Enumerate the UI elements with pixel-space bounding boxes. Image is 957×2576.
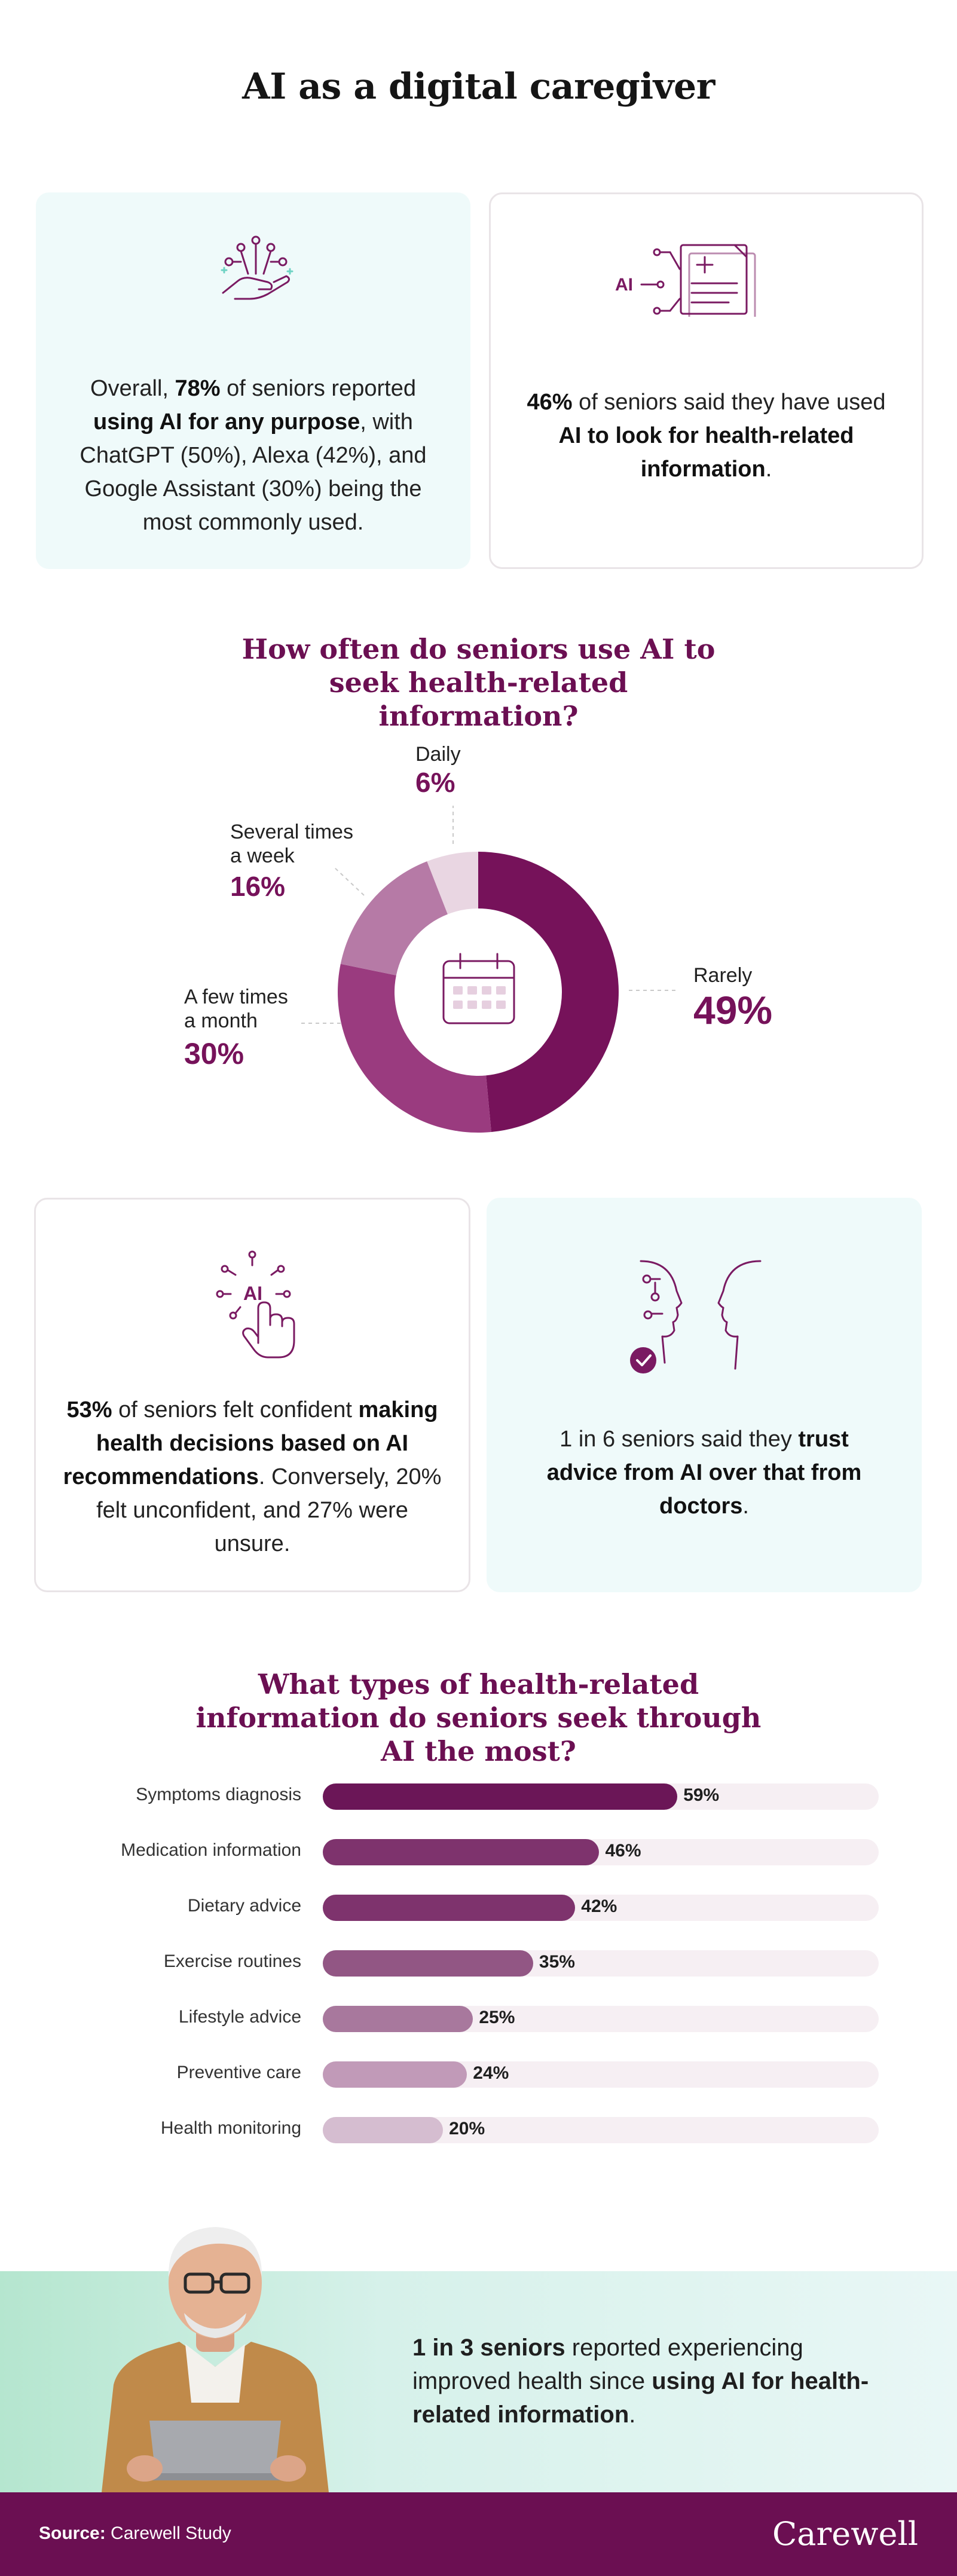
bar-row: Health monitoring 20% bbox=[0, 2115, 957, 2144]
pct-several-week: 16% bbox=[230, 871, 286, 902]
improved-health-text: 1 in 3 seniors reported experiencing imp… bbox=[412, 2335, 869, 2428]
bar-track bbox=[323, 2006, 879, 2032]
bar-value: 25% bbox=[479, 2008, 515, 2027]
card-ai-usage: Overall, 78% of seniors reported using A… bbox=[36, 192, 470, 569]
bar-row: Lifestyle advice 25% bbox=[0, 2003, 957, 2033]
senior-with-laptop-illustration bbox=[102, 2227, 329, 2492]
bar-fill bbox=[323, 2061, 467, 2088]
bar-label: Preventive care bbox=[176, 2063, 301, 2082]
bar-row: Dietary advice 42% bbox=[0, 1892, 957, 1922]
bar-label: Exercise routines bbox=[163, 1951, 301, 1971]
svg-text:AI: AI bbox=[243, 1283, 262, 1304]
bar-fill bbox=[323, 1839, 600, 1865]
label-few-month-2: a month bbox=[184, 1009, 258, 1032]
bar-label: Lifestyle advice bbox=[178, 2007, 301, 2027]
svg-text:AI: AI bbox=[615, 275, 633, 295]
bars-section-title: What types of health-related information… bbox=[195, 1668, 762, 1767]
bar-track bbox=[323, 1950, 879, 1977]
donut-slice-several-week bbox=[340, 861, 448, 975]
pct-few-month: 30% bbox=[184, 1037, 244, 1070]
donut-section-title: How often do seniors use AI to seek heal… bbox=[241, 633, 716, 732]
trust-text: 1 in 6 seniors said they trust advice fr… bbox=[546, 1427, 862, 1519]
bar-value: 42% bbox=[581, 1896, 617, 1916]
bar-row: Medication information 46% bbox=[0, 1837, 957, 1867]
pct-daily: 6% bbox=[415, 767, 455, 798]
label-several-week-1: Several times bbox=[230, 821, 353, 843]
label-daily: Daily bbox=[415, 743, 461, 766]
bar-label: Dietary advice bbox=[187, 1896, 301, 1916]
bar-value: 24% bbox=[473, 2063, 509, 2083]
bar-track bbox=[323, 1895, 879, 1921]
ai-document-icon: AI bbox=[615, 244, 756, 317]
frequency-donut-chart bbox=[298, 806, 675, 1133]
bar-value: 46% bbox=[605, 1841, 641, 1861]
bar-track bbox=[323, 1783, 879, 1810]
bar-row: Preventive care 24% bbox=[0, 2059, 957, 2089]
bar-label: Health monitoring bbox=[160, 2118, 301, 2138]
donut-slice-few-month bbox=[337, 963, 491, 1133]
brand-logo: Carewell bbox=[772, 2515, 918, 2553]
label-rarely: Rarely bbox=[693, 964, 753, 987]
card-confidence: AI 53% of seniors felt confident making … bbox=[34, 1198, 470, 1592]
donut-slice-daily bbox=[427, 852, 478, 914]
bar-fill bbox=[323, 2006, 473, 2032]
donut-slice-rarely bbox=[478, 852, 619, 1132]
health-info-text: 46% of seniors said they have used AI to… bbox=[527, 390, 886, 482]
bar-fill bbox=[323, 1950, 533, 1977]
bar-fill bbox=[323, 1783, 678, 1810]
bar-fill bbox=[323, 1895, 576, 1921]
bar-value: 35% bbox=[539, 1952, 575, 1972]
page-title: AI as a digital caregiver bbox=[242, 66, 715, 108]
pct-rarely: 49% bbox=[693, 988, 773, 1032]
label-several-week-2: a week bbox=[230, 845, 295, 867]
card-health-info: AI 46% of seniors said they have used AI… bbox=[489, 192, 924, 569]
footer: Source: Carewell Study Carewell bbox=[0, 2492, 957, 2576]
ai-hand-tap-icon: AI bbox=[216, 1250, 295, 1359]
hand-network-icon bbox=[221, 235, 293, 300]
label-few-month-1: A few times bbox=[184, 986, 288, 1008]
bar-track bbox=[323, 2061, 879, 2088]
calendar-icon bbox=[442, 953, 515, 1024]
bar-row: Symptoms diagnosis 59% bbox=[0, 1781, 957, 1811]
card-trust: 1 in 6 seniors said they trust advice fr… bbox=[487, 1198, 922, 1592]
bar-row: Exercise routines 35% bbox=[0, 1948, 957, 1978]
donut-leader-lines bbox=[298, 806, 675, 1024]
bar-value: 59% bbox=[683, 1785, 720, 1805]
ai-face-profile-icon bbox=[630, 1260, 762, 1373]
bar-value: 20% bbox=[449, 2119, 485, 2138]
bar-track bbox=[323, 1839, 879, 1865]
bar-fill bbox=[323, 2117, 444, 2143]
bar-label: Symptoms diagnosis bbox=[136, 1785, 301, 1804]
bar-label: Medication information bbox=[121, 1840, 301, 1860]
ai-usage-text: Overall, 78% of seniors reported using A… bbox=[80, 376, 427, 535]
bar-track bbox=[323, 2117, 879, 2143]
confidence-text: 53% of seniors felt confident making hea… bbox=[63, 1397, 442, 1556]
source-credit: Source: Carewell Study bbox=[39, 2523, 231, 2543]
